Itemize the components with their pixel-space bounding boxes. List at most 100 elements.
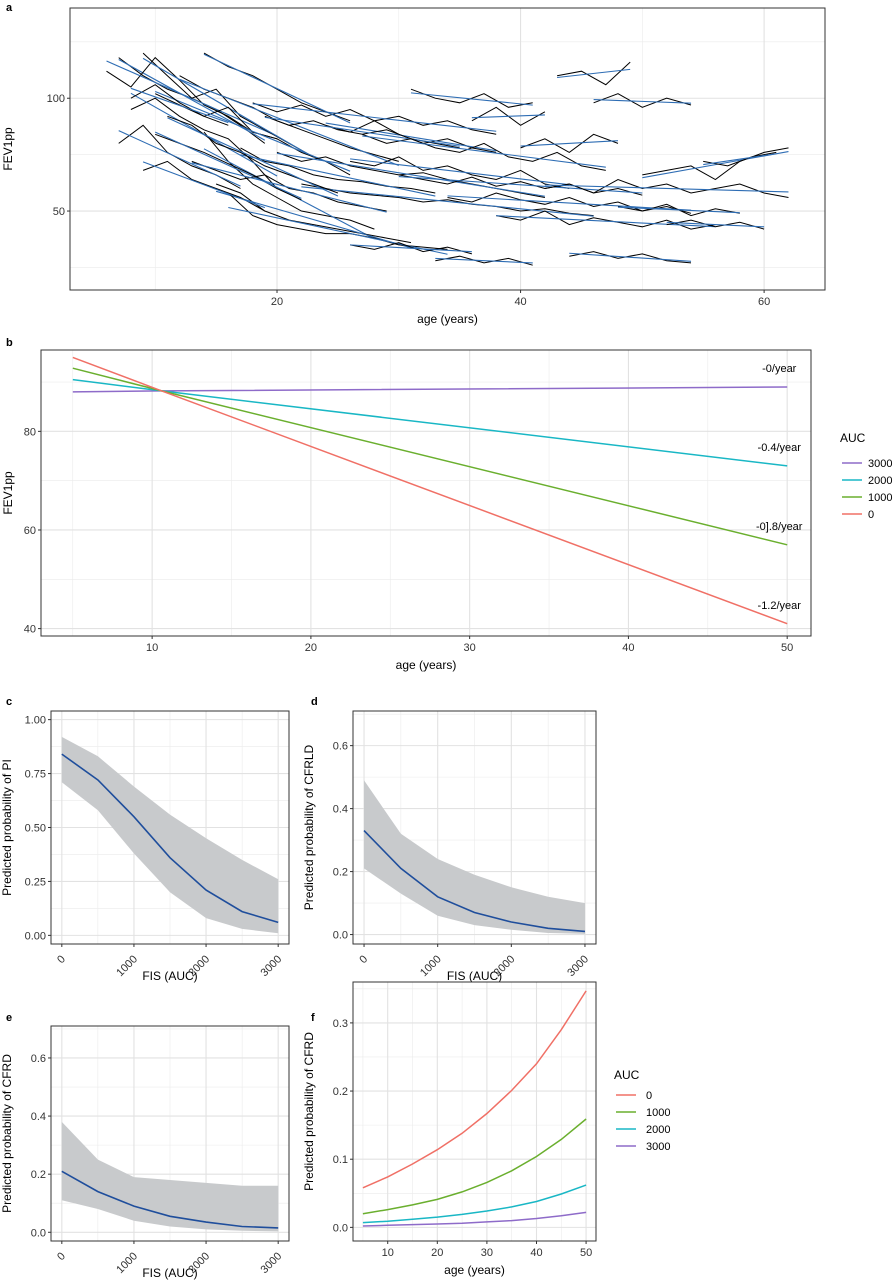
trajectory-observed	[642, 147, 789, 181]
y-tick-label: 0.0	[333, 1222, 348, 1234]
panel-a: a 20 40 60 50 100 age (years) FEV1pp	[1, 2, 826, 326]
y-tick-label: 0.6	[333, 741, 348, 753]
trajectory-fitted	[435, 257, 533, 264]
x-tick-label: 1000	[114, 1250, 140, 1276]
legend-title: AUC	[614, 1068, 640, 1082]
trajectory-observed	[398, 174, 643, 196]
trajectories	[106, 52, 789, 266]
trajectory-fitted	[703, 153, 777, 166]
y-tick-label: 40	[24, 624, 36, 636]
trajectory-fitted	[179, 78, 399, 167]
y-tick-label: 60	[24, 525, 36, 537]
slope-label-auc-2000: -0.4/year	[758, 442, 802, 454]
legend-label: 1000	[646, 1107, 670, 1119]
y-tick-label: 0.6	[31, 1053, 46, 1065]
trajectory-fitted	[471, 114, 545, 119]
trajectory-observed	[130, 84, 229, 126]
trajectory-observed	[435, 255, 533, 266]
trajectory-observed	[118, 57, 266, 144]
trajectory-observed	[215, 183, 412, 244]
panel-letter-c: c	[6, 696, 12, 708]
trajectory-fitted	[130, 87, 229, 124]
trajectory-fitted	[666, 221, 765, 228]
x-axis-title: FIS (AUC)	[142, 1266, 197, 1280]
line-auc-1000	[362, 1118, 587, 1215]
x-tick-label: 10	[382, 1247, 394, 1259]
panel-border	[352, 981, 597, 1242]
x-tick-label: 50	[781, 642, 793, 654]
trajectory-observed	[496, 210, 716, 230]
panel-b: b 10 20 30 40 50 40 60 80 age (years) FEV1pp -0/yea…	[1, 337, 892, 672]
legend-label: 1000	[868, 492, 892, 504]
predicted-line	[363, 830, 586, 933]
trajectory-fitted	[167, 117, 339, 197]
trajectory-fitted	[264, 116, 460, 147]
x-tick-label: 40	[622, 642, 634, 654]
panel-letter-a: a	[6, 2, 13, 14]
y-tick-label: 0.2	[31, 1169, 46, 1181]
line-auc-0	[362, 990, 587, 1189]
trajectory-fitted	[520, 140, 619, 147]
y-axis-title: Predicted probability of PI	[0, 759, 14, 896]
x-tick-label: 3000	[259, 1250, 285, 1276]
trajectory-fitted	[142, 161, 266, 209]
x-tick-label: 0	[55, 1250, 68, 1263]
legend-label: 3000	[646, 1141, 670, 1153]
trajectory-observed	[666, 219, 765, 230]
trajectory-fitted	[447, 195, 692, 211]
trajectory-observed	[362, 133, 606, 171]
y-axis-title: Predicted probability of CFRLD	[302, 744, 316, 910]
x-tick-label: 20	[431, 1247, 443, 1259]
trajectory-fitted	[569, 252, 692, 262]
x-axis-title: age (years)	[396, 658, 457, 672]
y-tick-label: 0.25	[25, 876, 46, 888]
trajectory-observed	[410, 88, 533, 108]
confidence-ribbon	[364, 780, 585, 934]
x-tick-label: 3000	[259, 953, 285, 979]
legend-title: AUC	[840, 431, 866, 445]
trajectory-fitted	[350, 158, 570, 186]
trajectory-fitted	[557, 68, 631, 79]
trajectory-fitted	[252, 103, 497, 132]
y-tick-label: 0.1	[333, 1154, 348, 1166]
trajectory-observed	[155, 133, 302, 201]
trajectory-observed	[703, 151, 777, 167]
trajectory-observed	[240, 147, 436, 194]
slope-label-auc-0: -1.2/year	[758, 600, 802, 612]
slope-label-auc-1000: -0].8/year	[756, 521, 803, 533]
trajectory-fitted	[350, 244, 472, 253]
slope-label-auc-3000: -0/year	[762, 363, 797, 375]
legend-label: 3000	[868, 458, 892, 470]
trajectory-observed	[520, 133, 619, 153]
y-axis-title: FEV1pp	[1, 127, 15, 171]
x-tick-label: 20	[271, 296, 283, 308]
trajectory-observed	[593, 93, 692, 108]
x-tick-label: 50	[580, 1247, 592, 1259]
y-tick-label: 0.75	[25, 769, 46, 781]
trajectory-observed	[350, 242, 473, 255]
panel-letter-e: e	[6, 1012, 12, 1024]
x-axis-title: age (years)	[444, 1263, 505, 1277]
y-tick-label: 0.00	[25, 930, 46, 942]
y-tick-label: 80	[24, 426, 36, 438]
trajectory-fitted	[325, 122, 497, 152]
y-tick-label: 0.2	[333, 867, 348, 879]
trajectory-observed	[191, 160, 387, 212]
trajectory-observed	[301, 183, 594, 217]
y-tick-label: 0.0	[333, 930, 348, 942]
panel-letter-b: b	[6, 337, 13, 349]
confidence-ribbon	[61, 736, 279, 934]
y-tick-label: 0.50	[25, 823, 46, 835]
y-tick-label: 0.2	[333, 1086, 348, 1098]
trajectory-fitted	[617, 206, 740, 214]
panel-border	[50, 710, 290, 945]
trajectory-fitted	[276, 152, 546, 197]
line-auc-0	[72, 356, 788, 625]
legend-label: 2000	[646, 1124, 670, 1136]
trajectory-observed	[130, 97, 278, 189]
trajectory-observed	[569, 251, 692, 264]
trajectory-fitted	[240, 154, 436, 197]
y-tick-label: 0.4	[31, 1111, 46, 1123]
